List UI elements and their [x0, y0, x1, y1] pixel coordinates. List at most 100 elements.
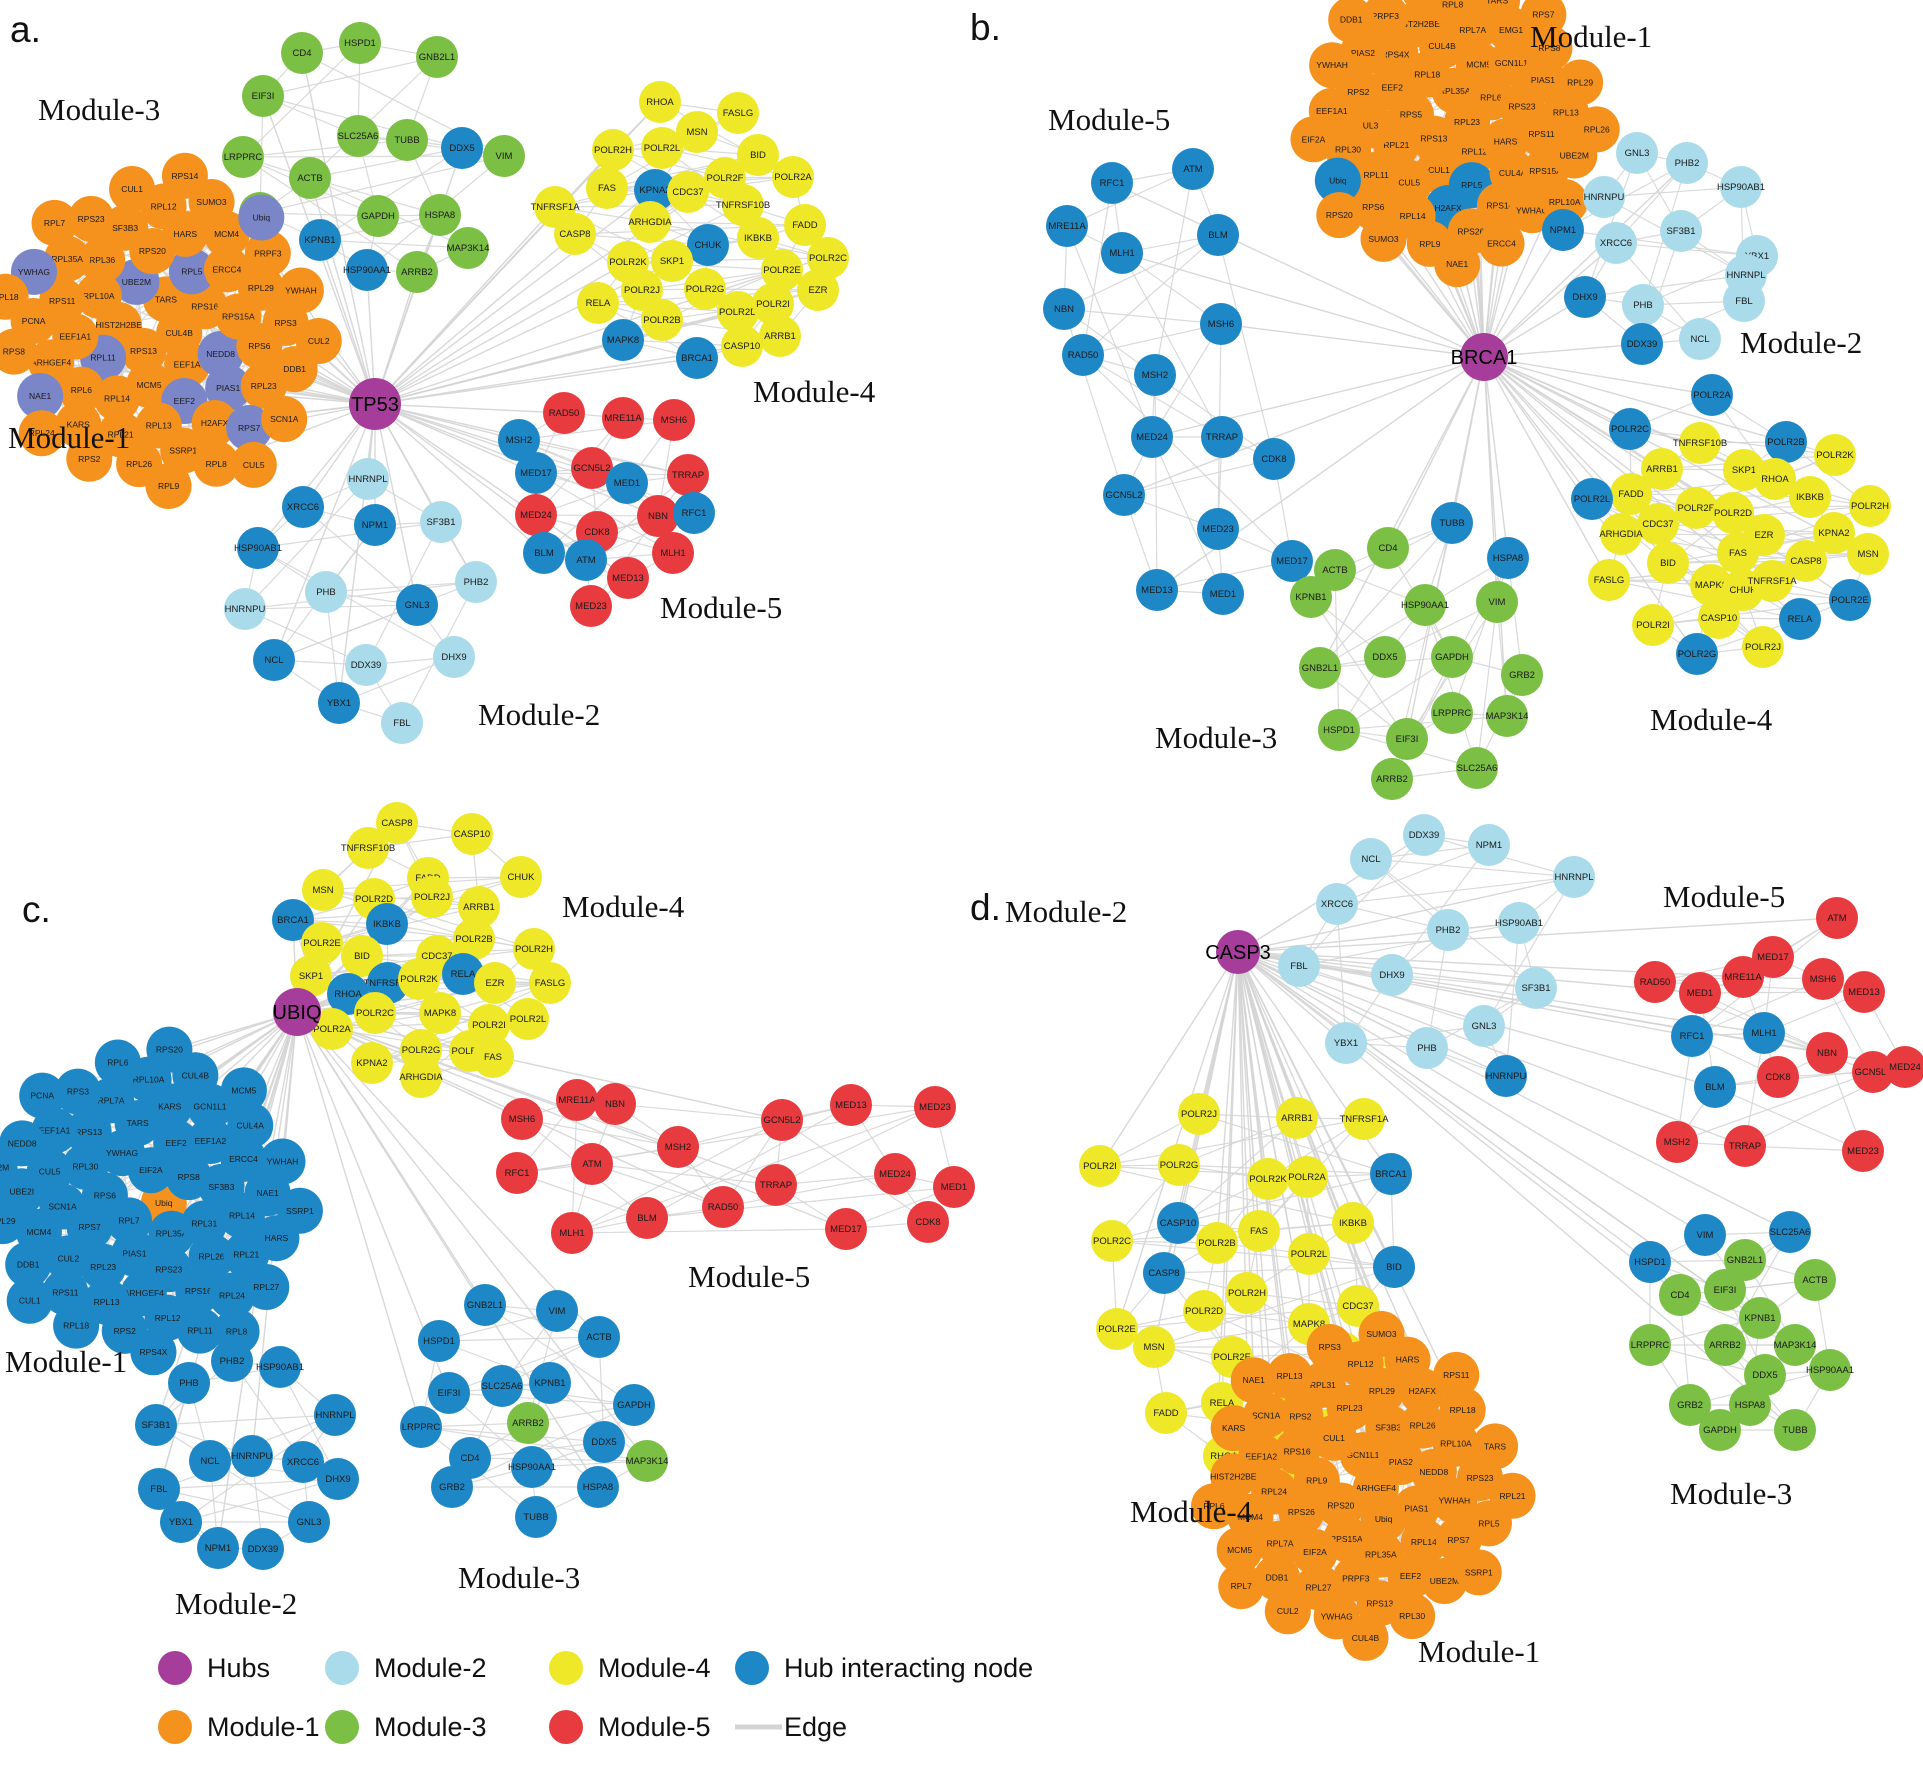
- node-circle: [176, 1307, 223, 1354]
- node-label: YWHAG: [1321, 1611, 1353, 1621]
- hub-edge: [1156, 356, 1485, 591]
- node-circle: [1629, 1241, 1671, 1283]
- node-label: RPL6: [71, 385, 93, 395]
- node-label: DDB1: [17, 1259, 40, 1269]
- node-GNL3: GNL3: [1616, 132, 1658, 174]
- legend-item-module-5: Module-5: [549, 1710, 711, 1744]
- node-label: PIAS2: [1389, 1457, 1413, 1467]
- node-ARRB2: ARRB2: [1371, 758, 1413, 800]
- node-MED17: MED17: [1271, 540, 1313, 582]
- edge: [302, 506, 418, 606]
- node-circle: [641, 299, 683, 341]
- node-circle: [1358, 1311, 1405, 1358]
- node-FAS: FAS: [1717, 532, 1759, 574]
- node-circle: [416, 36, 458, 78]
- node-label: RPS3: [274, 318, 296, 328]
- node-circle: [1328, 0, 1375, 43]
- edge: [1153, 1266, 1395, 1348]
- node-RAD50: RAD50: [1062, 334, 1104, 376]
- hub-edge: [1483, 356, 1787, 443]
- node-GAPDH: GAPDH: [357, 195, 399, 237]
- node-label: RPL12: [1348, 1359, 1374, 1369]
- node-circle: [1564, 276, 1606, 318]
- node-MSH2: MSH2: [657, 1126, 699, 1168]
- node-circle: [1096, 1308, 1138, 1350]
- node-circle: [1226, 1272, 1268, 1314]
- node-MCM5: MCM5: [1455, 41, 1502, 88]
- node-FAS: FAS: [1238, 1210, 1280, 1252]
- node-GRB2: GRB2: [1501, 654, 1543, 696]
- node-circle: [400, 1406, 442, 1448]
- node-circle: [398, 958, 440, 1000]
- node-label: RPS20: [1327, 1501, 1354, 1511]
- node-label: RPL30: [1335, 144, 1361, 154]
- node-circle: [1476, 581, 1518, 623]
- node-HSPA8: HSPA8: [1487, 537, 1529, 579]
- node-BID: BID: [1373, 1246, 1415, 1288]
- node-RAD50: RAD50: [1634, 961, 1676, 1003]
- node-circle: [230, 441, 277, 488]
- node-EIF3I: EIF3I: [242, 75, 284, 117]
- node-circle: [1101, 232, 1143, 274]
- node-circle: [1694, 1066, 1736, 1108]
- node-LRPPRC: LRPPRC: [222, 136, 264, 178]
- node-circle: [1178, 1093, 1220, 1135]
- node-circle: [75, 272, 122, 319]
- node-circle: [1704, 1324, 1746, 1366]
- node-CDK8: CDK8: [1757, 1056, 1799, 1098]
- legend-item-module-3: Module-3: [325, 1710, 487, 1744]
- node-POLR2J: POLR2J: [411, 876, 453, 918]
- node-label: RPS20: [1326, 210, 1353, 220]
- node-label: RPS8: [178, 1172, 200, 1182]
- node-NAE1: NAE1: [1230, 1357, 1277, 1404]
- node-DDX39: DDX39: [242, 1528, 284, 1570]
- node-circle: [1785, 540, 1827, 582]
- hub-edge: [1483, 356, 1713, 396]
- node-circle: [529, 962, 571, 1004]
- node-LRPPRC: LRPPRC: [1629, 1324, 1671, 1366]
- node-circle: [752, 283, 794, 325]
- node-circle: [366, 903, 408, 945]
- node-circle: [1634, 961, 1676, 1003]
- edge: [1217, 234, 1275, 460]
- node-circle: [651, 240, 693, 282]
- node-circle: [1091, 1220, 1133, 1262]
- node-RFC1: RFC1: [673, 492, 715, 534]
- node-circle: [511, 1446, 553, 1488]
- node-GCN5L2: GCN5L2: [1103, 474, 1145, 516]
- node-MRE11A: MRE11A: [1046, 205, 1088, 247]
- node-label: RPL5: [1461, 180, 1483, 190]
- node-label: RPS3: [67, 1087, 89, 1097]
- node-label: RPS16: [185, 1286, 212, 1296]
- module-label-Module-3: Module-3: [1670, 1476, 1792, 1511]
- node-circle: [1286, 1156, 1328, 1198]
- node-circle: [1309, 42, 1356, 89]
- node-label: RPL29: [1369, 1386, 1395, 1396]
- hub-edge: [1483, 356, 1610, 581]
- node-label: HIST2H2BE: [96, 320, 143, 330]
- node-label: RPS15A: [222, 311, 255, 321]
- node-label: RPL27: [1305, 1582, 1331, 1592]
- node-IKBKB: IKBKB: [1789, 476, 1831, 518]
- node-circle: [453, 918, 495, 960]
- node-circle: [1091, 162, 1133, 204]
- node-circle: [1723, 280, 1765, 322]
- node-circle: [1515, 967, 1557, 1009]
- legend-label: Module-1: [207, 1712, 320, 1742]
- node-DDB1: DDB1: [1328, 0, 1375, 43]
- legend-label: Module-4: [598, 1653, 711, 1683]
- hub-edge: [374, 233, 576, 405]
- node-label: RPL14: [104, 393, 130, 403]
- node-label: EEF1A2: [195, 1136, 227, 1146]
- node-circle: [721, 325, 763, 367]
- node-VIM: VIM: [536, 1290, 578, 1332]
- node-circle: [197, 1527, 239, 1569]
- node-BID: BID: [1647, 542, 1689, 584]
- node-ARRB1: ARRB1: [1276, 1097, 1318, 1139]
- node-HSPD1: HSPD1: [339, 22, 381, 64]
- node-circle: [586, 167, 628, 209]
- node-circle: [1739, 1297, 1781, 1339]
- node-PHB2: PHB2: [1666, 142, 1708, 184]
- node-label: RPL14: [229, 1211, 255, 1221]
- node-circle: [571, 447, 613, 489]
